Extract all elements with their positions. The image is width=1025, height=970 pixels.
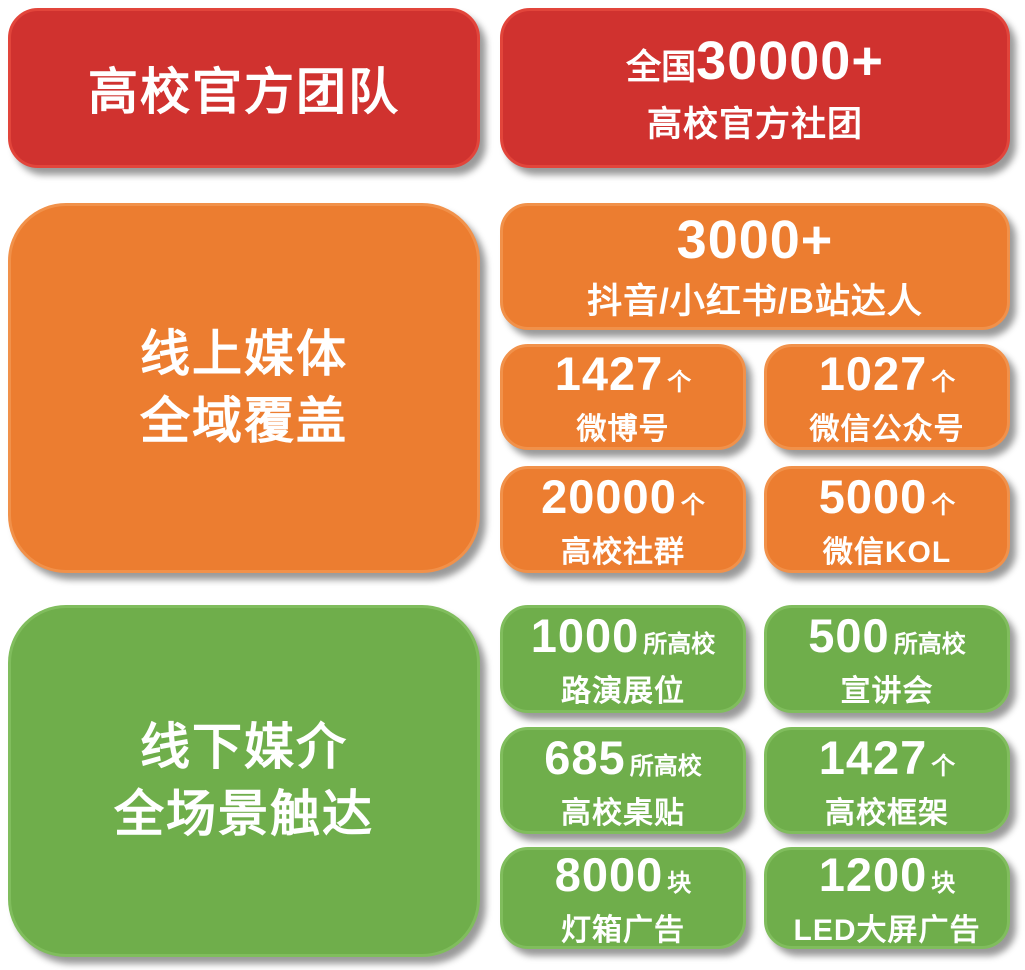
stat-number: 1027 [818,347,928,400]
section-title-line2: 全域覆盖 [140,393,348,449]
section-title-line1: 线下媒介 [140,718,348,775]
stat-card-led-screen-ads: 1200 块 LED大屏广告 [764,847,1010,949]
stat-unit: 所高校 [643,631,716,658]
stat-number-line: 1427 个 [555,346,692,401]
stat-label: 高校桌贴 [561,796,685,830]
stat-number: 1427 [554,347,664,400]
stat-unit: 个 [931,752,956,780]
stat-label: 抖音/小红书/B站达人 [587,282,923,321]
stat-label: 高校官方社团 [646,104,863,144]
stat-card-info-sessions: 500 所高校 宣讲会 [764,605,1010,713]
stat-label: 微信KOL [822,535,952,569]
stat-label: 宣讲会 [840,675,934,708]
stat-label: 微博号 [576,413,670,446]
stat-number-line: 1027 个 [819,346,956,401]
card-campus-official-team: 高校官方团队 [8,8,480,168]
section-title-line1: 线上媒体 [140,325,348,382]
stat-card-campus-groups: 20000 个 高校社群 [500,466,746,573]
stat-number: 30000+ [696,30,884,91]
stat-number-line: 1000 所高校 [531,608,716,663]
stat-number: 1427 [818,730,928,784]
stat-unit: 所高校 [893,631,966,658]
stat-number: 1000 [530,609,640,662]
stat-number: 5000 [818,469,928,523]
stat-card-lightbox-ads: 8000 块 灯箱广告 [500,847,746,949]
stat-number: 1200 [818,848,928,901]
card-title: 高校官方团队 [88,64,400,120]
stat-unit: 块 [931,870,956,897]
stat-unit: 个 [931,369,956,396]
stat-number-line: 685 所高校 [544,730,701,785]
stat-label: 高校框架 [825,796,949,830]
stat-label: 高校社群 [561,535,685,569]
stat-number: 8000 [554,848,664,901]
stat-number-line: 500 所高校 [808,608,965,663]
stat-number: 20000 [541,469,677,523]
stat-unit: 所高校 [629,752,702,780]
stat-card-weibo: 1427 个 微博号 [500,344,746,450]
stat-label: LED大屏广告 [793,914,981,947]
stat-number-line: 5000 个 [819,469,956,524]
stat-label: 微信公众号 [809,413,965,446]
stat-label: 路演展位 [561,675,685,708]
stat-unit: 个 [680,491,705,519]
stat-card-roadshow-booths: 1000 所高校 路演展位 [500,605,746,713]
stat-card-wechat-official: 1027 个 微信公众号 [764,344,1010,450]
section-title: 线上媒体 全域覆盖 [140,321,348,456]
stat-number-line: 1427 个 [819,730,956,785]
stat-number-line: 8000 块 [555,847,692,902]
stat-number-line: 1200 块 [819,847,956,902]
stat-unit: 个 [667,369,692,396]
stat-number: 500 [808,609,890,662]
stat-card-campus-frames: 1427 个 高校框架 [764,727,1010,834]
stat-unit: 块 [667,870,692,897]
stat-number: 685 [544,730,626,784]
card-offline-media-title: 线下媒介 全场景触达 [8,605,480,957]
stat-prefix: 全国 [626,47,697,87]
section-title: 线下媒介 全场景触达 [114,714,374,849]
stat-number-line: 全国 30000+ [626,30,884,92]
card-national-clubs: 全国 30000+ 高校官方社团 [500,8,1010,168]
stat-number: 3000+ [676,210,834,270]
stat-card-wechat-kol: 5000 个 微信KOL [764,466,1010,573]
stat-unit: 个 [931,491,956,519]
section-title-line2: 全场景触达 [114,786,374,842]
stat-card-douyin-xhs-bili: 3000+ 抖音/小红书/B站达人 [500,203,1010,330]
stat-card-desk-stickers: 685 所高校 高校桌贴 [500,727,746,834]
stat-number-line: 20000 个 [541,469,705,524]
card-online-media-title: 线上媒体 全域覆盖 [8,203,480,573]
stat-label: 灯箱广告 [561,914,685,947]
